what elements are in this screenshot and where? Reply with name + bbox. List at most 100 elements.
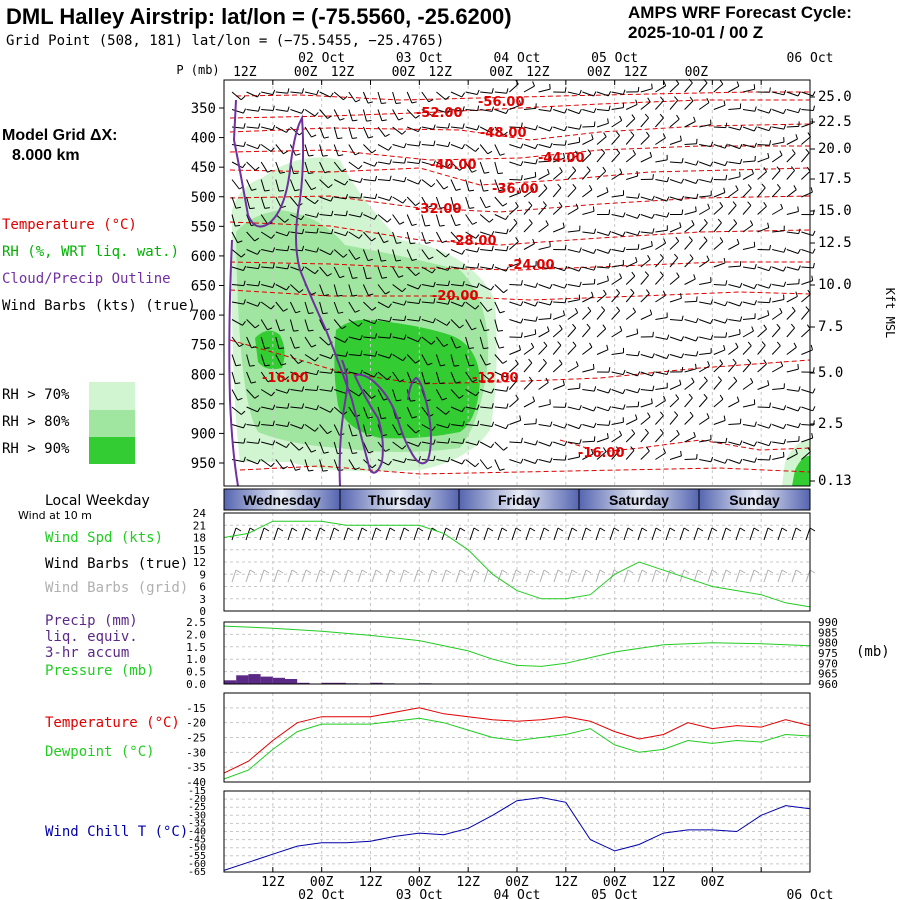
wind-barb — [626, 354, 639, 357]
true-wind-barb — [361, 527, 368, 532]
wind-barb — [776, 323, 781, 329]
wind-barb — [319, 424, 328, 435]
wind-barb — [301, 403, 305, 409]
precip-bar — [260, 676, 273, 684]
legend-rh80-label: RH > 80% — [2, 414, 70, 430]
wind-barb — [316, 405, 319, 410]
wind-barb — [625, 433, 636, 443]
windchill-y-tick-label: -30 — [188, 810, 206, 821]
wind-barb — [596, 152, 606, 163]
wind-barb — [567, 109, 580, 115]
grid-wind-barb — [693, 569, 699, 583]
wind-barb — [403, 143, 407, 148]
wind-barb — [254, 324, 260, 329]
wind-barb — [491, 245, 494, 251]
wind-barb — [257, 301, 261, 307]
wind-barb — [724, 160, 728, 166]
wind-barb — [538, 224, 549, 233]
wind-barb — [655, 100, 664, 110]
wind-barb — [468, 347, 474, 349]
wind-barb — [319, 459, 324, 472]
wind-barb — [698, 259, 710, 268]
grid-wind-barb — [711, 569, 718, 574]
wind-barb — [713, 441, 726, 444]
wind-barb — [348, 319, 359, 327]
wind-barb — [290, 196, 299, 207]
wind-barb — [311, 134, 317, 138]
wind-barb — [695, 206, 697, 212]
wind-barb — [719, 394, 724, 400]
grid-wind-barb — [459, 569, 466, 574]
wind-barb — [258, 123, 261, 129]
wind-barb — [304, 161, 309, 174]
grid-wind-barb — [287, 569, 293, 583]
true-wind-barb — [809, 527, 816, 532]
true-wind-barb — [529, 527, 536, 532]
wind-barb — [757, 227, 769, 233]
wind-barb — [261, 91, 274, 96]
wind-barb — [443, 343, 449, 348]
true-wind-barb — [767, 527, 774, 532]
wind-barb — [596, 406, 609, 412]
wind-barb — [436, 441, 449, 444]
wind-barb — [410, 242, 416, 245]
wind-barb — [322, 470, 328, 472]
wind-barb — [509, 179, 522, 181]
wind-barb — [433, 455, 436, 461]
wind-barb — [640, 117, 649, 128]
wind-barb — [246, 459, 258, 465]
wind-barb — [611, 172, 623, 180]
wind-barb — [329, 250, 334, 255]
wind-barb — [388, 460, 392, 466]
wind-barb — [275, 336, 280, 349]
wind-barb — [392, 91, 397, 104]
wind-barb — [479, 371, 490, 381]
wind-barb — [362, 266, 367, 279]
wind-barb — [377, 109, 383, 121]
wind-barb — [767, 380, 770, 386]
wind-barb — [812, 406, 816, 412]
wind-barb — [352, 119, 358, 122]
wind-barb — [480, 91, 493, 94]
wind-barb — [450, 144, 463, 150]
wind-barb — [619, 273, 623, 279]
wind-barb — [392, 179, 405, 183]
wind-barb — [635, 99, 638, 105]
wind-barb — [567, 266, 580, 272]
wind-barb — [348, 354, 361, 357]
wind-barb — [377, 266, 383, 279]
weekday-cell — [698, 488, 811, 511]
wind-barb — [279, 171, 285, 174]
grid-wind-barb — [721, 569, 727, 583]
true-wind-barb — [315, 527, 321, 541]
wind-barb — [564, 423, 568, 429]
wind-barb — [319, 319, 326, 331]
wind-barb — [520, 437, 523, 443]
wind-barb — [742, 345, 752, 355]
wind-barb — [797, 206, 799, 212]
wind-barbs-true-label: Wind Barbs (true) — [45, 556, 188, 572]
wind-barb — [572, 183, 577, 189]
true-wind-barb — [263, 527, 270, 532]
wind-barb — [608, 209, 611, 215]
wind-barb — [625, 154, 636, 163]
precip-bar — [370, 682, 383, 684]
wind-barb — [447, 438, 450, 444]
wind-barb — [601, 306, 606, 311]
legend-rh70-swatch — [89, 382, 135, 410]
wind-barb — [742, 205, 752, 215]
wind-barb — [523, 126, 536, 131]
true-wind-barb — [483, 527, 489, 541]
wind-barb — [547, 168, 550, 174]
wind-barb — [553, 144, 566, 146]
true-wind-barb — [305, 527, 312, 532]
wind-barb — [538, 403, 551, 408]
wind-barb — [542, 201, 547, 206]
wind-barb — [698, 222, 708, 233]
wind-barb — [362, 424, 367, 437]
wind-barb — [246, 214, 252, 226]
wind-barb — [801, 280, 813, 285]
pressure-tick-label: 450 — [191, 160, 216, 176]
true-wind-barb — [665, 527, 671, 541]
true-wind-barb — [487, 527, 494, 532]
